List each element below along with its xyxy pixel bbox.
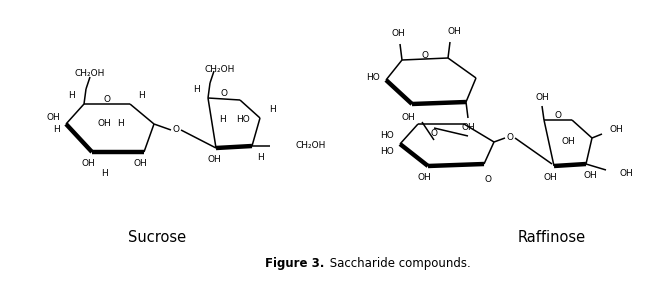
Text: OH: OH [133,160,147,169]
Text: CH₂OH: CH₂OH [75,69,105,78]
Text: OH: OH [417,173,431,182]
Text: OH: OH [97,120,111,129]
Text: OH: OH [561,138,575,147]
Text: OH: OH [447,28,461,36]
Text: OH: OH [543,173,557,182]
Text: HO: HO [380,147,394,155]
Text: O: O [421,50,428,60]
Text: H: H [138,91,145,100]
Text: OH: OH [207,155,221,164]
Text: CH₂OH: CH₂OH [296,142,326,151]
Text: H: H [53,124,60,133]
Text: H: H [219,116,225,124]
Text: Figure 3.: Figure 3. [265,257,324,270]
Text: HO: HO [366,74,380,83]
Text: O: O [506,133,513,142]
Text: OH: OH [583,171,597,180]
Text: O: O [173,125,180,135]
Text: Saccharide compounds.: Saccharide compounds. [326,257,471,270]
Text: HO: HO [380,131,394,140]
Text: O: O [430,129,437,138]
Text: O: O [485,175,491,184]
Text: H: H [193,85,200,94]
Text: H: H [101,169,107,179]
Text: OH: OH [46,113,60,122]
Text: OH: OH [401,113,415,122]
Text: OH: OH [81,160,95,169]
Text: CH₂OH: CH₂OH [205,65,235,74]
Text: Sucrose: Sucrose [128,230,186,244]
Text: O: O [103,94,110,103]
Text: OH: OH [620,169,634,179]
Text: O: O [554,111,561,120]
Text: H: H [117,120,123,129]
Text: Raffinose: Raffinose [518,230,586,244]
Text: H: H [68,91,75,100]
Text: H: H [269,105,276,114]
Text: H: H [256,153,263,162]
Text: O: O [221,89,228,98]
Text: OH: OH [535,92,549,102]
Text: OH: OH [391,30,405,39]
Text: OH: OH [461,122,475,131]
Text: OH: OH [610,125,624,135]
Text: HO: HO [236,116,250,124]
